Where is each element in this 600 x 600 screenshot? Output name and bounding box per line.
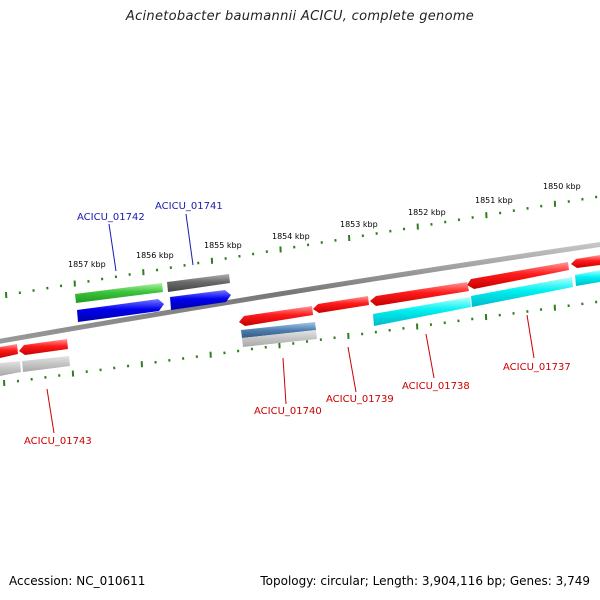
gene-arrow-green[interactable] [75,283,163,303]
leader-line-acicu-01737 [526,314,535,359]
gene-arrow-blue[interactable] [170,290,231,310]
kbp-label: 1851 kbp [475,196,513,205]
forward-genes [0,255,600,358]
gene-label-acicu-01740[interactable]: ACICU_01740 [254,406,322,417]
gene-arrow-steel-blue[interactable] [241,322,316,338]
gene-label-acicu-01742[interactable]: ACICU_01742 [77,212,145,223]
kbp-label: 1852 kbp [408,208,446,217]
gene-label-acicu-01738[interactable]: ACICU_01738 [402,381,470,392]
ruler-outer-ticks [5,195,598,299]
gene-arrow-red[interactable] [467,262,569,289]
gene-arrow-red[interactable] [19,339,68,355]
gene-arrow-red[interactable] [313,296,369,313]
kbp-label: 1857 kbp [68,260,106,269]
leader-line-acicu-01739 [347,346,357,393]
gene-arrow-cyan[interactable] [471,277,573,307]
reverse-genes [0,270,600,376]
gene-label-acicu-01741[interactable]: ACICU_01741 [155,201,223,212]
kbp-label: 1854 kbp [272,232,310,241]
accession-text: Accession: NC_010611 [9,574,146,588]
gene-arrow-red[interactable] [0,344,18,358]
gene-label-acicu-01739[interactable]: ACICU_01739 [326,394,394,405]
leader-lines [46,213,535,434]
gene-arrow-light-gray[interactable] [22,356,70,372]
genome-backbone [0,241,600,344]
gene-arrow-red[interactable] [571,255,600,268]
gene-arrow-blue[interactable] [77,299,164,322]
gene-arrow-light-gray[interactable] [242,330,317,347]
kbp-label: 1853 kbp [340,220,378,229]
map-title: Acinetobacter baumannii ACICU, complete … [125,9,475,24]
kbp-label: 1855 kbp [204,241,242,250]
leader-line-acicu-01741 [185,213,194,266]
gene-arrow-light-gray[interactable] [0,361,21,376]
kbp-label: 1856 kbp [136,251,174,260]
gene-arrow-cyan[interactable] [373,297,471,326]
gene-arrow-cyan[interactable] [575,270,600,286]
leader-line-acicu-01740 [282,357,287,405]
topology-text: Topology: circular; Length: 3,904,116 bp… [260,574,590,588]
leader-line-acicu-01742 [108,223,117,272]
gene-label-acicu-01743[interactable]: ACICU_01743 [24,436,92,447]
gene-arrow-red[interactable] [239,306,313,326]
leader-line-acicu-01738 [425,333,435,379]
gene-arrow-dark-gray[interactable] [167,274,230,292]
leader-line-acicu-01743 [46,388,55,434]
gene-label-acicu-01737[interactable]: ACICU_01737 [503,362,571,373]
kbp-label: 1850 kbp [543,182,581,191]
gene-arrow-red[interactable] [370,282,469,306]
ruler-inner-ticks [3,300,598,387]
